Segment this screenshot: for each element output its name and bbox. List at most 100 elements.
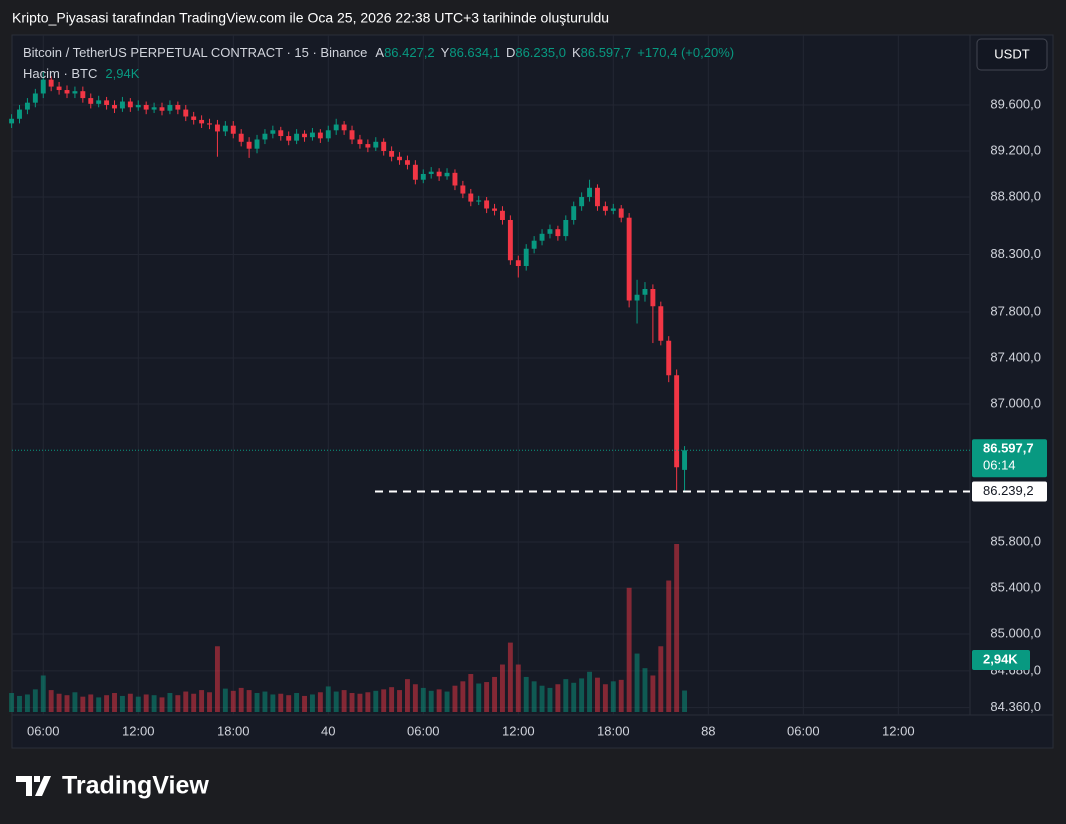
volume-bar <box>238 687 244 712</box>
currency-label[interactable]: USDT <box>994 46 1029 61</box>
volume-bar <box>484 682 490 712</box>
candle-body <box>563 219 569 237</box>
candle-body <box>389 150 395 157</box>
candle-body <box>579 196 585 207</box>
volume-bar <box>317 692 323 712</box>
candle-body <box>412 164 418 180</box>
volume-bar <box>357 693 363 712</box>
volume-bar <box>309 694 315 712</box>
candle-body <box>610 208 616 211</box>
volume-bar <box>270 694 276 712</box>
volume-bar <box>333 691 339 712</box>
candle-body <box>135 104 141 108</box>
volume-bar <box>468 674 474 712</box>
volume-bar <box>167 693 173 712</box>
volume-bar <box>602 684 608 712</box>
candle-body <box>309 132 315 138</box>
candle-body <box>112 104 117 109</box>
candle-body <box>468 193 474 202</box>
volume-bar <box>531 681 537 712</box>
candle-body <box>24 102 30 110</box>
volume-bar <box>135 696 141 712</box>
volume-bar <box>341 690 347 712</box>
candle-body <box>618 208 624 218</box>
x-tick-label: 12:00 <box>122 723 155 738</box>
volume-value: 2,94K <box>105 66 139 81</box>
candle-body <box>325 130 331 139</box>
candle-body <box>143 104 149 110</box>
candle-body <box>476 200 482 202</box>
candle-body <box>531 240 537 249</box>
x-tick-label: 18:00 <box>597 723 630 738</box>
volume-legend: Hacim · BTC 2,94K <box>23 66 140 81</box>
y-tick-label: 89.200,0 <box>990 142 1041 157</box>
volume-bar <box>404 679 410 712</box>
legend-value: 86.634,1 <box>449 45 500 60</box>
candle-body <box>230 125 236 134</box>
candle-body <box>9 118 15 124</box>
volume-bar <box>183 691 189 712</box>
x-tick-label: 88 <box>701 723 715 738</box>
volume-bar <box>56 693 62 712</box>
candle-body <box>40 79 46 94</box>
candle-body <box>246 141 252 149</box>
volume-bar <box>428 690 434 712</box>
volume-bar <box>650 675 656 712</box>
currency-button[interactable] <box>976 38 1048 71</box>
candle-body <box>167 104 173 111</box>
candle-body <box>539 233 545 241</box>
candle-body <box>214 124 220 132</box>
volume-bar <box>476 683 482 712</box>
caption: Kripto_Piyasasi tarafından TradingView.c… <box>12 10 609 26</box>
candle-body <box>666 340 672 376</box>
last-price-tag <box>972 439 1047 478</box>
last-price-label: 86.597,7 <box>983 441 1034 456</box>
y-tick-label: 88.300,0 <box>990 246 1041 261</box>
candle-body <box>151 107 157 110</box>
volume-bar <box>127 693 133 712</box>
volume-bar <box>412 684 418 712</box>
candle-body <box>555 229 561 237</box>
volume-bar <box>80 696 86 712</box>
volume-bar <box>88 694 94 712</box>
candle-body <box>547 229 553 234</box>
level-label: 86.239,2 <box>983 483 1034 498</box>
legend-value: 86.235,0 <box>515 45 566 60</box>
volume-bar <box>626 587 632 712</box>
volume-bar <box>159 697 165 712</box>
candle-body <box>507 219 513 261</box>
candle-body <box>626 217 632 301</box>
candle-body <box>48 79 54 87</box>
x-tick-label: 12:00 <box>882 723 915 738</box>
candle-body <box>436 171 442 177</box>
candle-body <box>674 375 680 468</box>
candle-body <box>500 210 505 220</box>
legend-title: Bitcoin / TetherUS PERPETUAL CONTRACT · … <box>23 45 367 60</box>
logo: TradingView <box>16 772 209 800</box>
candle-body <box>397 156 402 161</box>
volume-bar <box>262 691 268 712</box>
volume-bar <box>389 687 395 712</box>
candle-body <box>254 139 260 149</box>
volume-bar <box>151 695 157 712</box>
volume-bar <box>214 646 220 712</box>
candle-body <box>175 104 181 110</box>
candle-body <box>460 185 466 194</box>
candle-body <box>381 141 387 151</box>
volume-bar <box>207 692 212 712</box>
candle-body <box>452 172 458 186</box>
candle-body <box>80 91 86 99</box>
logo-icon <box>16 776 51 796</box>
candle-body <box>183 109 189 117</box>
candle-body <box>595 187 600 207</box>
candle-body <box>104 100 110 105</box>
legend-key: D <box>506 45 515 60</box>
candle-body <box>222 125 228 132</box>
candle-body <box>658 306 664 341</box>
level-tag <box>972 481 1047 502</box>
candle-body <box>270 130 276 134</box>
volume-bar <box>112 693 117 712</box>
candle-body <box>32 93 38 103</box>
volume-bar <box>515 664 521 712</box>
x-tick-label: 06:00 <box>787 723 820 738</box>
